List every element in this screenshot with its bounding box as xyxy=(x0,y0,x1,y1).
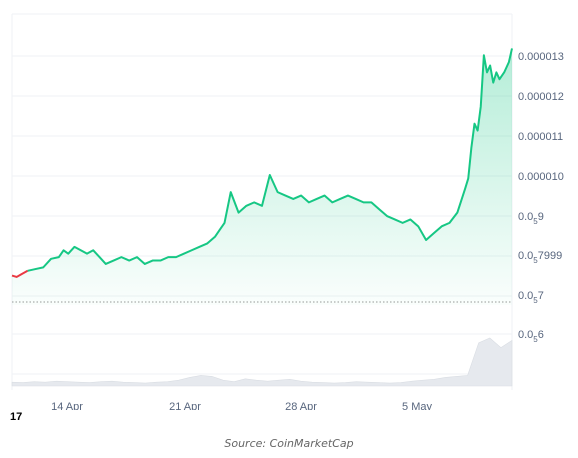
x-tick-label: 28 Apr xyxy=(285,401,317,410)
x-tick-label: 14 Apr xyxy=(51,401,83,410)
price-area-fill xyxy=(12,48,512,306)
corner-label: 17 xyxy=(10,411,23,423)
price-line xyxy=(11,48,513,278)
y-tick-label: 0.056 xyxy=(518,329,544,344)
x-axis: 14 Apr 21 Apr 28 Apr 5 May xyxy=(51,401,432,410)
y-tick-label: 0.000013 xyxy=(518,51,564,63)
y-tick-label: 0.000012 xyxy=(518,91,564,103)
y-tick-label: 0.057999 xyxy=(518,250,562,265)
y-tick-label: 0.000010 xyxy=(518,171,564,183)
price-chart: 0.000013 0.000012 0.000011 0.000010 0.059 0.0… xyxy=(11,13,564,410)
volume-area xyxy=(11,337,513,387)
x-tick-label: 5 May xyxy=(402,401,432,410)
source-caption: Source: CoinMarketCap xyxy=(224,437,354,450)
x-tick-label: 21 Apr xyxy=(169,401,201,410)
price-line-down xyxy=(11,269,29,278)
price-area xyxy=(12,48,512,306)
y-tick-label: 0.000011 xyxy=(518,131,563,143)
volume-fill xyxy=(11,337,513,387)
y-tick-label: 0.059 xyxy=(518,211,544,226)
y-axis: 0.000013 0.000012 0.000011 0.000010 0.059 0.0… xyxy=(518,51,564,344)
price-line-up xyxy=(27,48,513,272)
y-tick-label: 0.057 xyxy=(518,290,544,305)
